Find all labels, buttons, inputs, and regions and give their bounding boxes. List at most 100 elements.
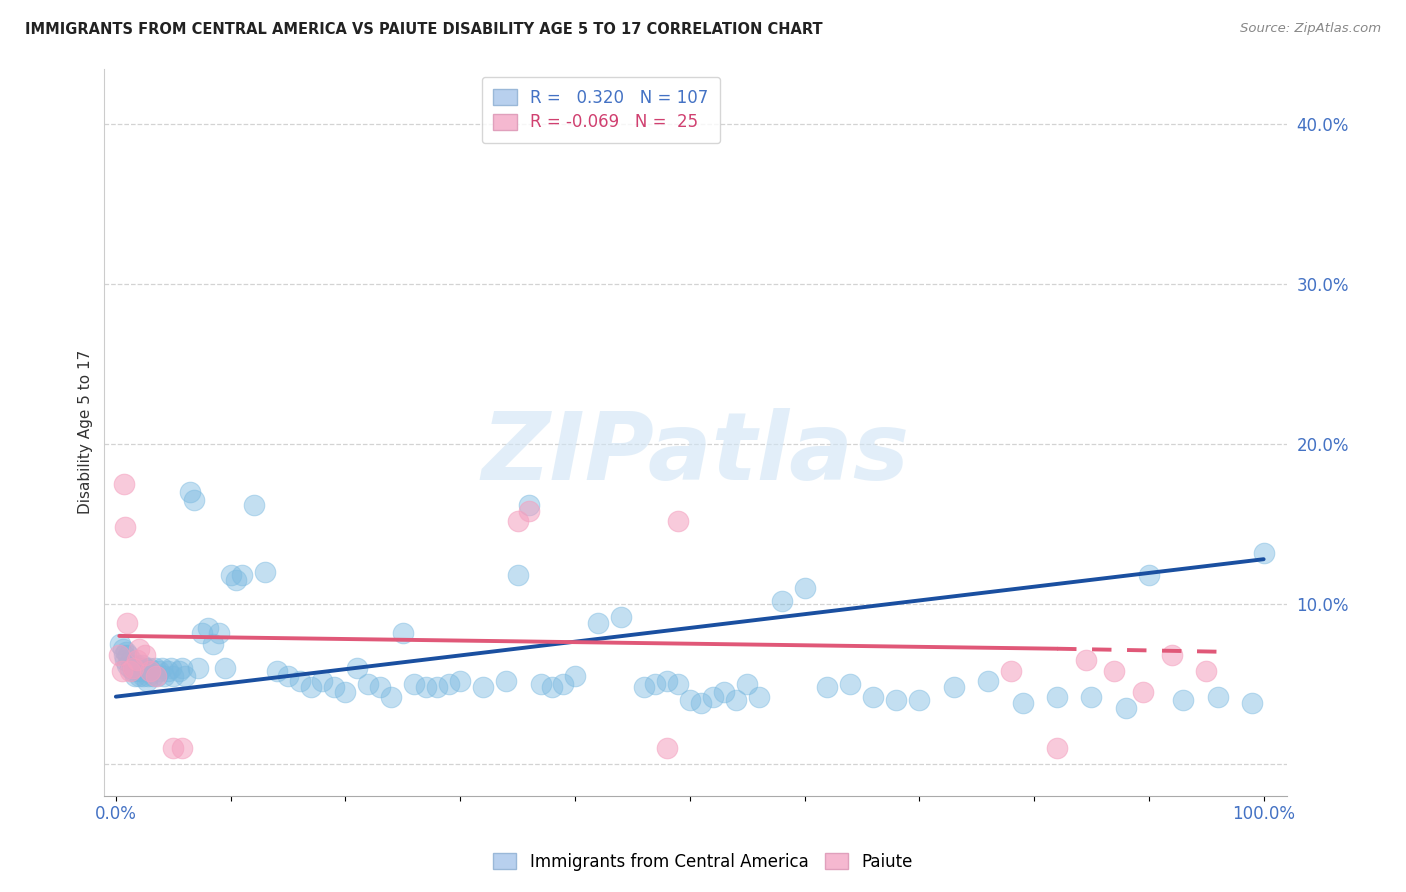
Point [148,664,170,678]
Point [644,677,666,691]
Point [162,669,184,683]
Point [125,653,148,667]
Point [586,616,609,631]
Point [437,677,460,691]
Point [129,664,152,678]
Point [506,514,529,528]
Point [127,664,149,678]
Point [1046,690,1069,704]
Point [266,664,288,678]
Point [111,641,134,656]
Point [1160,648,1182,662]
Point [679,693,702,707]
Point [122,664,145,678]
Point [1206,690,1229,704]
Point [136,669,159,683]
Point [125,657,148,672]
Point [1195,664,1218,678]
Legend: R =   0.320   N = 107, R = -0.069   N =  25: R = 0.320 N = 107, R = -0.069 N = 25 [482,77,720,143]
Point [472,680,495,694]
Point [862,690,884,704]
Point [112,648,135,662]
Point [162,740,184,755]
Point [553,677,575,691]
Point [214,661,236,675]
Point [299,680,322,694]
Point [404,677,426,691]
Point [1132,685,1154,699]
Point [735,677,758,691]
Point [610,609,633,624]
Point [977,673,1000,688]
Point [139,664,162,678]
Point [120,653,142,667]
Point [117,657,139,672]
Point [128,641,150,656]
Y-axis label: Disability Age 5 to 17: Disability Age 5 to 17 [79,350,93,515]
Point [506,568,529,582]
Point [231,568,253,582]
Point [655,673,678,688]
Point [690,696,713,710]
Point [160,661,183,675]
Point [495,673,517,688]
Point [426,680,449,694]
Point [517,504,540,518]
Point [323,680,346,694]
Point [138,661,160,675]
Point [110,637,132,651]
Point [1074,653,1097,667]
Point [134,648,156,662]
Text: ZIPatlas: ZIPatlas [481,408,910,500]
Point [1104,664,1126,678]
Point [415,680,437,694]
Point [129,661,152,675]
Point [242,498,264,512]
Point [1000,664,1022,678]
Point [655,740,678,755]
Point [153,669,176,683]
Point [391,625,413,640]
Point [517,498,540,512]
Point [633,680,655,694]
Point [132,669,155,683]
Point [173,669,195,683]
Point [724,693,747,707]
Legend: Immigrants from Central America, Paiute: Immigrants from Central America, Paiute [485,845,921,880]
Point [368,680,391,694]
Point [135,673,157,688]
Point [357,677,380,691]
Point [114,520,136,534]
Point [288,673,311,688]
Point [793,581,815,595]
Point [1173,693,1195,707]
Point [564,669,586,683]
Point [172,740,194,755]
Point [114,653,136,667]
Point [1115,701,1137,715]
Text: IMMIGRANTS FROM CENTRAL AMERICA VS PAIUTE DISABILITY AGE 5 TO 17 CORRELATION CHA: IMMIGRANTS FROM CENTRAL AMERICA VS PAIUT… [25,22,823,37]
Point [167,664,190,678]
Point [191,625,214,640]
Point [108,648,131,662]
Point [139,664,162,678]
Point [713,685,735,699]
Point [131,657,153,672]
Point [128,669,150,683]
Point [183,493,205,508]
Point [1253,546,1275,560]
Point [110,664,132,678]
Point [908,693,931,707]
Point [135,664,157,678]
Point [145,669,167,683]
Point [187,661,209,675]
Text: Source: ZipAtlas.com: Source: ZipAtlas.com [1240,22,1381,36]
Point [770,594,793,608]
Point [449,673,471,688]
Point [380,690,402,704]
Point [208,625,231,640]
Point [225,573,247,587]
Point [1241,696,1264,710]
Point [1011,696,1033,710]
Point [197,621,219,635]
